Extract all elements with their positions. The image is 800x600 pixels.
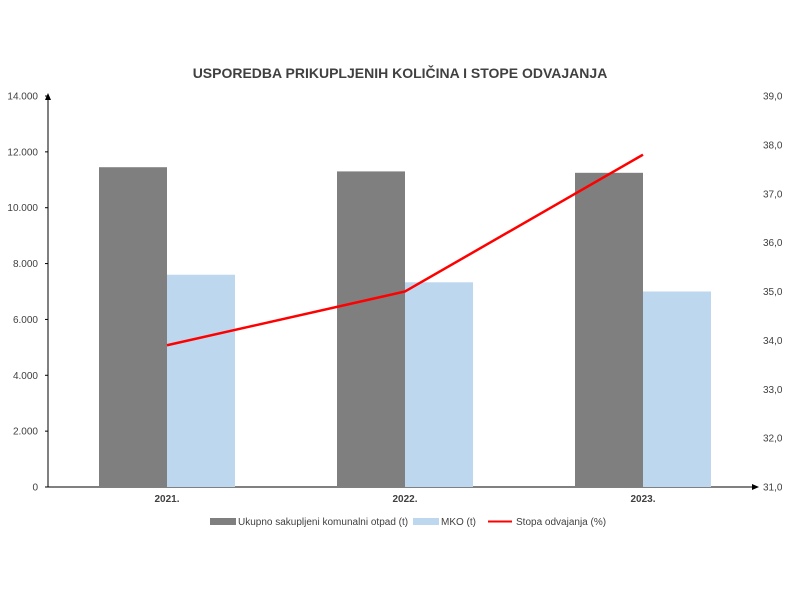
legend-swatch: [210, 518, 236, 525]
right-tick-label: 33,0: [763, 385, 783, 396]
right-tick-label: 32,0: [763, 434, 783, 445]
left-tick-label: 12.000: [7, 147, 38, 158]
left-tick-label: 8.000: [13, 259, 38, 270]
legend-label: Stopa odvajanja (%): [516, 517, 606, 528]
right-tick-label: 34,0: [763, 336, 783, 347]
bar-mko-2: [405, 282, 473, 487]
legend: Ukupno sakupljeni komunalni otpad (t) MKO…: [210, 517, 606, 528]
category-labels: 2021. 2022. 2023.: [154, 494, 655, 505]
right-tick-label: 35,0: [763, 287, 783, 298]
left-tick-label: 14.000: [7, 92, 38, 103]
line-series: [166, 153, 644, 347]
category-label: 2021.: [154, 494, 179, 505]
left-tick-label: 10.000: [7, 203, 38, 214]
bars: [99, 167, 711, 488]
bar-mko-3: [643, 291, 711, 487]
left-tick-label: 4.000: [13, 371, 38, 382]
right-tick-label: 36,0: [763, 238, 783, 249]
right-tick-label: 38,0: [763, 140, 783, 151]
right-axis-ticks: 31,0 32,0 33,0 34,0 35,0 36,0 37,0 38,0 39,0: [763, 92, 783, 494]
bar-ukupno-2: [337, 171, 405, 487]
left-axis-ticks: 0 2.000 4.000 6.000 8.000 10.000 12.000 14.000: [7, 92, 48, 494]
x-axis-arrow: [752, 484, 759, 490]
right-tick-label: 31,0: [763, 483, 783, 494]
legend-label: Ukupno sakupljeni komunalni otpad (t): [238, 517, 408, 528]
left-tick-label: 2.000: [13, 427, 38, 438]
category-label: 2022.: [392, 494, 417, 505]
bar-ukupno-1: [99, 167, 167, 488]
right-tick-label: 39,0: [763, 92, 783, 103]
legend-label: MKO (t): [441, 517, 476, 528]
bar-ukupno-3: [575, 172, 643, 487]
bar-mko-1: [167, 274, 235, 487]
category-label: 2023.: [630, 494, 655, 505]
left-tick-label: 0: [32, 483, 38, 494]
right-tick-label: 37,0: [763, 189, 783, 200]
legend-swatch: [413, 518, 439, 525]
chart-title: USPOREDBA PRIKUPLJENIH KOLIČINA I STOPE …: [193, 64, 608, 81]
left-tick-label: 6.000: [13, 315, 38, 326]
